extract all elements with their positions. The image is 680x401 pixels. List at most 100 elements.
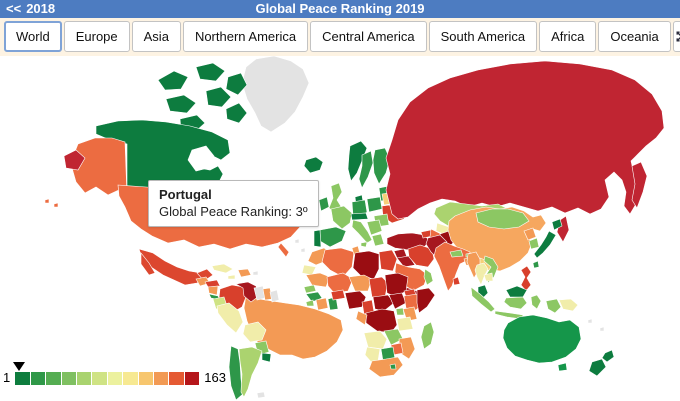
- country-central-europe[interactable]: [350, 212, 369, 221]
- country-algeria[interactable]: [321, 247, 355, 278]
- country-malaysia[interactable]: [505, 285, 528, 298]
- country-uganda[interactable]: [395, 307, 405, 316]
- country-japan[interactable]: [533, 230, 557, 259]
- country-indonesia[interactable]: [530, 294, 542, 310]
- country-mauritania[interactable]: [305, 272, 331, 288]
- country-greenland[interactable]: [241, 56, 310, 133]
- country-western-sahara[interactable]: [301, 264, 317, 276]
- country-madagascar[interactable]: [420, 321, 435, 350]
- country-peru[interactable]: [216, 302, 244, 334]
- country-congo[interactable]: [355, 310, 368, 326]
- country-senegal[interactable]: [303, 284, 317, 294]
- country-canada[interactable]: [205, 86, 232, 108]
- country-drc[interactable]: [365, 308, 398, 334]
- country-egypt[interactable]: [378, 249, 398, 272]
- country-venezuela[interactable]: [235, 281, 260, 303]
- country-canada[interactable]: [225, 72, 248, 96]
- country-new-zealand[interactable]: [588, 358, 607, 377]
- country-argentina[interactable]: [238, 346, 263, 398]
- tab-world[interactable]: World: [4, 21, 62, 52]
- country-pacific-islands[interactable]: [599, 326, 605, 332]
- country-south-africa[interactable]: [368, 356, 404, 378]
- country-balkans[interactable]: [366, 219, 383, 236]
- country-tanzania[interactable]: [396, 316, 414, 332]
- country-honduras[interactable]: [204, 279, 221, 288]
- country-thailand[interactable]: [474, 262, 489, 286]
- country-lesotho[interactable]: [389, 363, 397, 370]
- tab-central-america[interactable]: Central America: [310, 21, 427, 52]
- country-papua-new-guinea[interactable]: [558, 298, 579, 312]
- country-south-korea[interactable]: [528, 237, 540, 250]
- country-central-african-republic[interactable]: [372, 294, 395, 312]
- tab-asia[interactable]: Asia: [131, 21, 181, 52]
- country-atlantic-islands[interactable]: [294, 238, 300, 244]
- tab-oceania[interactable]: Oceania: [598, 21, 671, 52]
- country-sierra-leone[interactable]: [305, 299, 315, 307]
- country-russia[interactable]: [63, 149, 86, 171]
- country-mali[interactable]: [326, 272, 354, 294]
- country-australia[interactable]: [502, 314, 582, 364]
- country-jamaica[interactable]: [227, 274, 236, 280]
- country-france[interactable]: [330, 205, 353, 230]
- country-niger[interactable]: [348, 274, 373, 292]
- country-oman[interactable]: [423, 268, 434, 286]
- country-indonesia[interactable]: [470, 286, 496, 313]
- country-hispaniola[interactable]: [237, 268, 252, 278]
- country-canada[interactable]: [195, 62, 226, 82]
- country-usa[interactable]: [277, 242, 290, 258]
- country-new-zealand[interactable]: [601, 349, 615, 363]
- country-japan[interactable]: [551, 218, 563, 231]
- country-nicaragua[interactable]: [207, 285, 219, 296]
- country-indonesia[interactable]: [545, 298, 562, 314]
- country-libya[interactable]: [352, 250, 380, 280]
- country-greece[interactable]: [371, 233, 385, 247]
- country-russia[interactable]: [385, 60, 665, 220]
- tab-northern-america[interactable]: Northern America: [182, 21, 309, 52]
- country-finland[interactable]: [372, 147, 391, 185]
- country-spain[interactable]: [319, 226, 347, 248]
- fullscreen-button[interactable]: [672, 21, 680, 52]
- country-french-guiana[interactable]: [269, 289, 280, 303]
- country-norway[interactable]: [347, 140, 368, 182]
- country-sri-lanka[interactable]: [452, 276, 461, 286]
- country-cuba[interactable]: [211, 263, 234, 274]
- country-north-korea[interactable]: [523, 227, 537, 241]
- country-pacific-islands[interactable]: [587, 318, 593, 324]
- country-atlantic-islands[interactable]: [300, 247, 306, 253]
- country-burkina-faso[interactable]: [330, 289, 346, 301]
- previous-year-button[interactable]: << 2018: [6, 0, 55, 18]
- country-chad[interactable]: [368, 276, 389, 298]
- country-sweden[interactable]: [358, 150, 374, 189]
- country-ireland[interactable]: [318, 196, 330, 212]
- country-uruguay[interactable]: [261, 352, 272, 363]
- country-poland[interactable]: [366, 196, 383, 213]
- country-angola[interactable]: [363, 330, 388, 350]
- tab-europe[interactable]: Europe: [63, 21, 130, 52]
- country-bolivia[interactable]: [242, 321, 267, 343]
- country-australia[interactable]: [557, 362, 568, 372]
- country-mongolia[interactable]: [475, 208, 530, 230]
- country-russia[interactable]: [631, 161, 648, 209]
- tab-south-america[interactable]: South America: [428, 21, 538, 52]
- country-somalia[interactable]: [416, 287, 436, 314]
- country-philippines[interactable]: [520, 265, 532, 292]
- country-aleutians[interactable]: [44, 198, 50, 204]
- country-iran[interactable]: [407, 244, 435, 268]
- country-taiwan[interactable]: [532, 260, 540, 269]
- tab-africa[interactable]: Africa: [539, 21, 597, 52]
- country-indonesia[interactable]: [503, 296, 528, 310]
- country-aleutians[interactable]: [53, 202, 59, 208]
- country-portugal[interactable]: [313, 229, 322, 248]
- country-falklands[interactable]: [256, 391, 266, 399]
- country-canada[interactable]: [225, 102, 248, 124]
- country-south-sudan[interactable]: [388, 292, 407, 310]
- country-italy[interactable]: [351, 219, 373, 244]
- country-canada[interactable]: [157, 70, 189, 91]
- country-mexico[interactable]: [140, 252, 156, 276]
- country-nepal[interactable]: [449, 249, 464, 258]
- country-ivory-coast[interactable]: [315, 297, 329, 311]
- country-italy[interactable]: [360, 241, 368, 248]
- country-cambodia[interactable]: [483, 272, 494, 282]
- country-puerto-rico[interactable]: [252, 270, 259, 276]
- country-canada[interactable]: [165, 94, 197, 114]
